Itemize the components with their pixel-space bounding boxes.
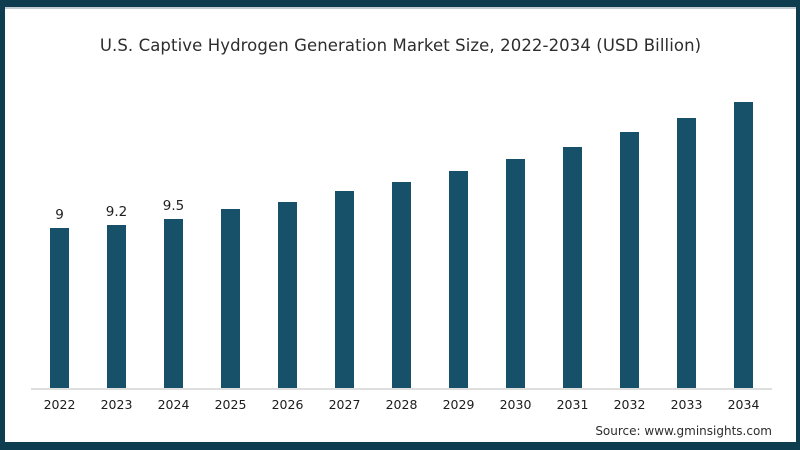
bar-slot-2023: 9.2	[88, 88, 145, 388]
bar-2032	[620, 132, 639, 388]
x-tick-2034: 2034	[727, 397, 760, 412]
bar-slot-2028	[373, 88, 430, 388]
bar-slot-2027	[316, 88, 373, 388]
x-tick-2029: 2029	[442, 397, 475, 412]
x-tick-2025: 2025	[214, 397, 247, 412]
bar-2034	[734, 102, 753, 388]
bar-2025	[221, 208, 240, 388]
x-tick-2026: 2026	[271, 397, 304, 412]
bar-slot-2031	[544, 88, 601, 388]
bar-slot-2030	[487, 88, 544, 388]
bar-2026	[278, 201, 297, 388]
x-tick-2033: 2033	[670, 397, 703, 412]
bar-2033	[677, 118, 696, 388]
bar-slot-2034	[715, 88, 772, 388]
bar-2027	[335, 191, 354, 388]
x-tick-2028: 2028	[385, 397, 418, 412]
bar-slot-2024: 9.5	[145, 88, 202, 388]
bar-2029	[449, 171, 468, 388]
bar-2024	[164, 219, 183, 388]
bar-slot-2025	[202, 88, 259, 388]
x-tick-2022: 2022	[43, 397, 76, 412]
bar-slot-2026	[259, 88, 316, 388]
x-tick-2032: 2032	[613, 397, 646, 412]
x-axis: 2022 2023 2024 2025 2026 2027 2028 2029 2030 2031…	[31, 390, 772, 412]
bar-2023	[107, 224, 126, 388]
x-tick-2027: 2027	[328, 397, 361, 412]
bar-2028	[392, 182, 411, 388]
x-tick-2031: 2031	[556, 397, 589, 412]
bar-2022	[50, 228, 69, 388]
bar-slot-2029	[430, 88, 487, 388]
plot-area: 9 9.2 9.5	[31, 88, 772, 390]
x-tick-2024: 2024	[157, 397, 190, 412]
bar-value-label-2022: 9	[55, 207, 64, 224]
bar-value-label-2024: 9.5	[162, 198, 185, 215]
bar-slot-2032	[601, 88, 658, 388]
chart-title: U.S. Captive Hydrogen Generation Market …	[99, 36, 702, 55]
bar-value-label-2023: 9.2	[105, 203, 128, 220]
bar-slot-2033	[658, 88, 715, 388]
source-credit: Source: www.gminsights.com	[595, 424, 772, 438]
bar-slot-2022: 9	[31, 88, 88, 388]
x-tick-2030: 2030	[499, 397, 532, 412]
bar-2031	[563, 146, 582, 388]
x-tick-2023: 2023	[100, 397, 133, 412]
bar-2030	[506, 159, 525, 388]
